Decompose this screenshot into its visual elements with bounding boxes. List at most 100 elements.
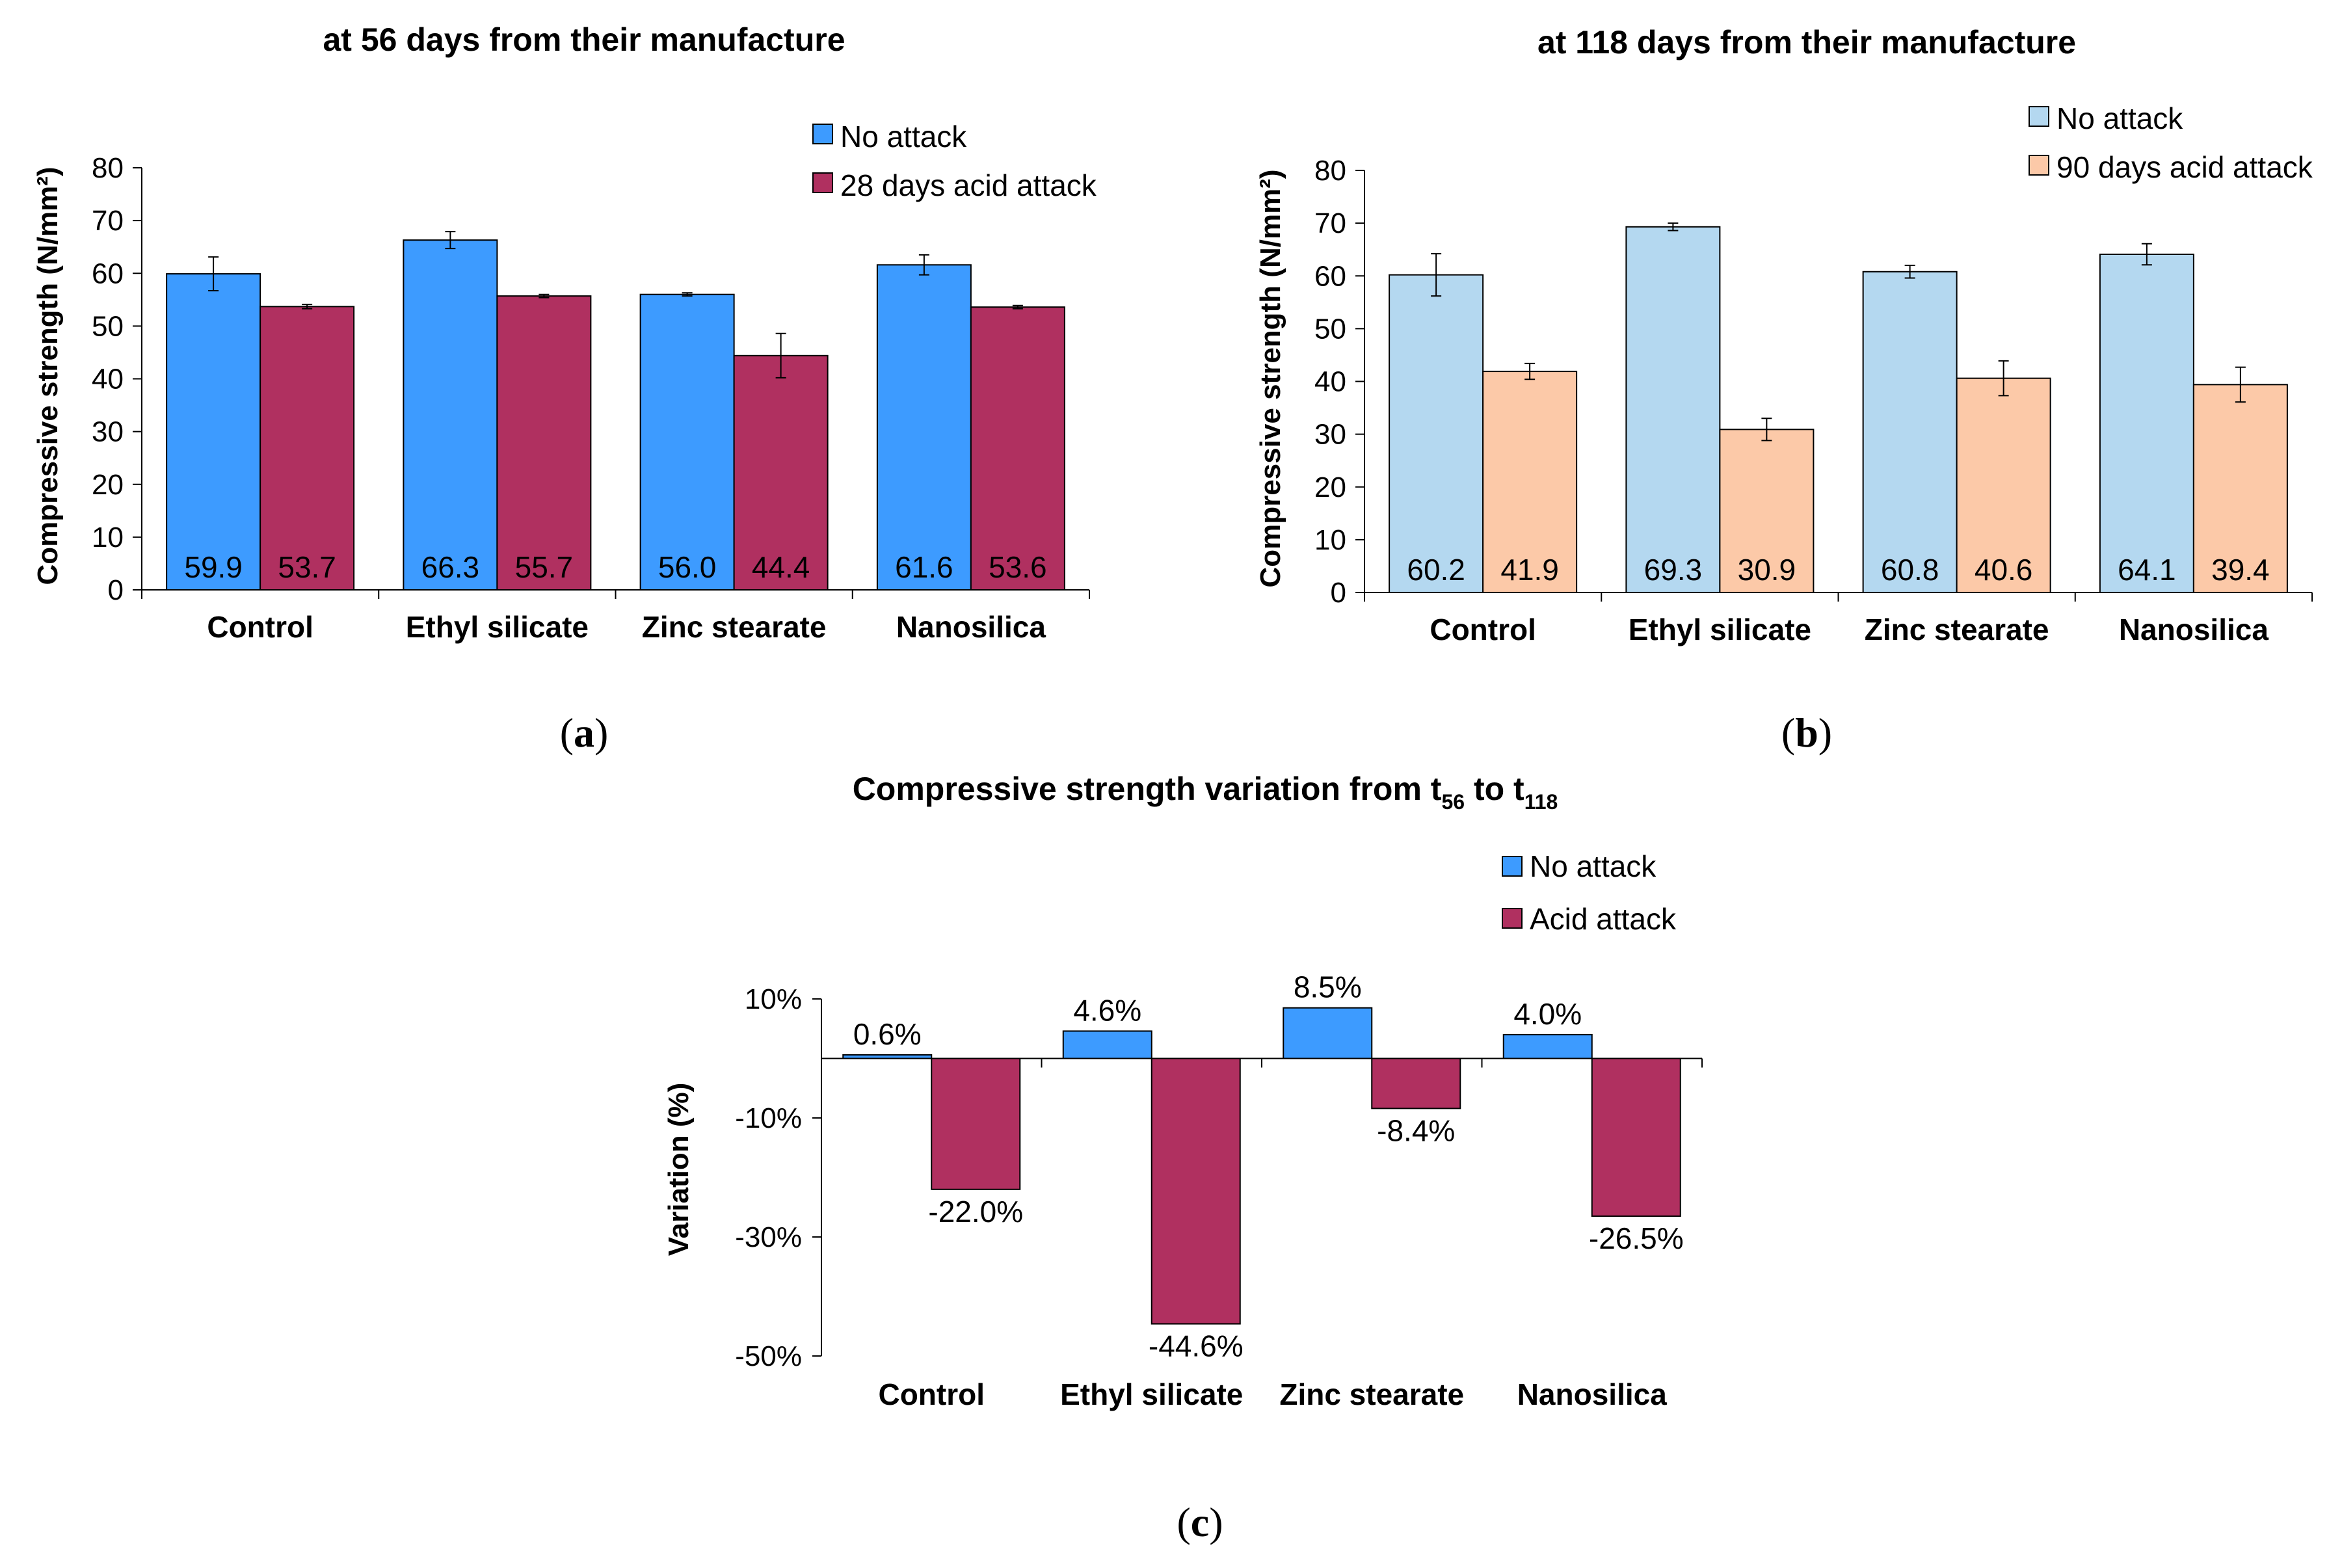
chart-c-bar <box>1591 1057 1681 1217</box>
chart-c-bar <box>1283 1007 1373 1059</box>
chart-b-category-label: Nanosilica <box>2119 613 2269 646</box>
chart-a-category-label: Nanosilica <box>896 610 1046 644</box>
chart-c-data-label: 0.6% <box>853 1017 922 1051</box>
chart-b-category-label: Zinc stearate <box>1865 613 2049 646</box>
chart-c-legend-swatch-acid <box>1502 908 1523 929</box>
chart-a-legend-acid: 28 days acid attack <box>840 168 1097 202</box>
chart-c-bar <box>1062 1030 1152 1059</box>
chart-c-legend-no-attack: No attack <box>1530 849 1657 883</box>
chart-b-ytick-label: 30 <box>1314 419 1346 451</box>
chart-c-data-label: 4.6% <box>1073 993 1141 1027</box>
chart-b-ylabel: Compressive strength (N/mm²) <box>1255 169 1286 587</box>
chart-b-legend-no-attack: No attack <box>2056 101 2183 135</box>
chart-b-ytick-label: 60 <box>1314 260 1346 292</box>
chart-c-category-label: Zinc stearate <box>1279 1377 1464 1411</box>
chart-b-ytick-label: 50 <box>1314 313 1346 345</box>
chart-c-category-label: Ethyl silicate <box>1060 1377 1243 1411</box>
chart-c-title: Compressive strength variation from t56 … <box>853 771 1558 814</box>
chart-b-bar <box>1862 271 1958 593</box>
chart-a-bar <box>970 306 1065 591</box>
chart-c-title-sub-2: 118 <box>1524 790 1558 814</box>
chart-a-bar <box>639 293 735 591</box>
chart-c-data-label: 8.5% <box>1294 970 1362 1004</box>
chart-a-data-label: 59.9 <box>184 550 243 584</box>
chart-b-data-label: 30.9 <box>1738 553 1796 587</box>
chart-b-bar <box>2192 384 2288 593</box>
chart-a-legend-no-attack: No attack <box>840 120 967 153</box>
chart-a-data-label: 53.6 <box>989 550 1047 584</box>
caption-b-letter: b <box>1795 710 1818 756</box>
chart-b-ytick-label: 20 <box>1314 472 1346 503</box>
chart-c-ylabel: Variation (%) <box>663 1083 695 1256</box>
caption-c: (c) <box>1177 1499 1223 1545</box>
chart-a-bar <box>403 239 498 591</box>
caption-c-letter: c <box>1191 1499 1209 1545</box>
chart-b-bar <box>1719 429 1815 593</box>
chart-b-data-label: 60.2 <box>1407 553 1465 587</box>
chart-c-ytick-label: 10% <box>745 983 802 1015</box>
caption-b: (b) <box>1781 710 1832 756</box>
chart-c-bar <box>842 1054 933 1059</box>
chart-c-title-part-1: Compressive strength variation from t <box>853 771 1442 807</box>
chart-b-bar <box>1956 377 2051 593</box>
chart-b-data-label: 41.9 <box>1500 553 1559 587</box>
chart-c-data-label: 4.0% <box>1513 997 1582 1031</box>
chart-a-ylabel: Compressive strength (N/mm²) <box>32 166 64 585</box>
chart-a-legend-swatch-no-attack <box>812 124 833 144</box>
chart-c-bar <box>1502 1033 1593 1059</box>
chart-a-bar <box>733 354 829 591</box>
chart-b-title: at 118 days from their manufacture <box>1537 24 2076 60</box>
chart-c-category-label: Control <box>878 1377 985 1411</box>
chart-b-legend-swatch-acid <box>2029 155 2049 176</box>
chart-c-category-label: Nanosilica <box>1517 1377 1668 1411</box>
chart-c-ytick-label: -10% <box>735 1102 802 1134</box>
chart-b-ytick-label: 10 <box>1314 524 1346 556</box>
chart-a-category-label: Ethyl silicate <box>406 610 589 644</box>
chart-a-bar <box>876 264 972 591</box>
chart-c-data-label: -26.5% <box>1589 1221 1684 1255</box>
chart-a-data-label: 61.6 <box>895 550 953 584</box>
chart-c-legend-acid: Acid attack <box>1530 902 1677 936</box>
caption-a-letter: a <box>574 710 594 756</box>
chart-b-data-label: 64.1 <box>2118 553 2176 587</box>
chart-a-ytick-label: 10 <box>92 522 124 553</box>
chart-a-ytick-label: 40 <box>92 364 124 395</box>
chart-c-data-label: -8.4% <box>1377 1113 1455 1147</box>
chart-a-bar <box>259 306 355 591</box>
chart-a-title: at 56 days from their manufacture <box>323 21 845 58</box>
chart-a-data-label: 44.4 <box>752 550 810 584</box>
chart-c-title-part-2: to t <box>1465 771 1524 807</box>
chart-c-data-label: -22.0% <box>928 1195 1023 1229</box>
chart-a-category-label: Zinc stearate <box>642 610 827 644</box>
chart-b-ytick-label: 0 <box>1331 577 1346 609</box>
chart-a-ytick-label: 30 <box>92 416 124 448</box>
caption-a: (a) <box>560 710 609 756</box>
chart-a-ytick-label: 80 <box>92 152 124 184</box>
chart-a-bar <box>496 295 592 591</box>
chart-b-legend-swatch-no-attack <box>2029 106 2049 127</box>
chart-b-data-label: 40.6 <box>1975 553 2033 587</box>
chart-b-data-label: 39.4 <box>2211 553 2270 587</box>
chart-a-data-label: 55.7 <box>515 550 574 584</box>
chart-a-ytick-label: 60 <box>92 258 124 289</box>
chart-c-ytick-label: -50% <box>735 1340 802 1372</box>
chart-b-data-label: 60.8 <box>1881 553 1939 587</box>
chart-b-bar <box>2099 253 2194 593</box>
chart-a-ytick-label: 50 <box>92 310 124 342</box>
chart-b-ytick-label: 80 <box>1314 155 1346 187</box>
chart-b-ytick-label: 70 <box>1314 207 1346 239</box>
chart-b-ytick-label: 40 <box>1314 366 1346 398</box>
chart-a-category-label: Control <box>207 610 313 644</box>
chart-c-data-label: -44.6% <box>1149 1329 1244 1363</box>
chart-b-bar <box>1625 226 1721 593</box>
chart-c-ytick-label: -30% <box>735 1221 802 1253</box>
chart-b-bar <box>1482 371 1578 593</box>
chart-a-data-label: 56.0 <box>658 550 717 584</box>
chart-a-ytick-label: 70 <box>92 205 124 237</box>
chart-c-legend-swatch-no-attack <box>1502 856 1523 877</box>
chart-b-legend-acid: 90 days acid attack <box>2056 150 2313 184</box>
chart-c-bar <box>1371 1057 1461 1110</box>
chart-c-bar <box>1151 1057 1241 1325</box>
